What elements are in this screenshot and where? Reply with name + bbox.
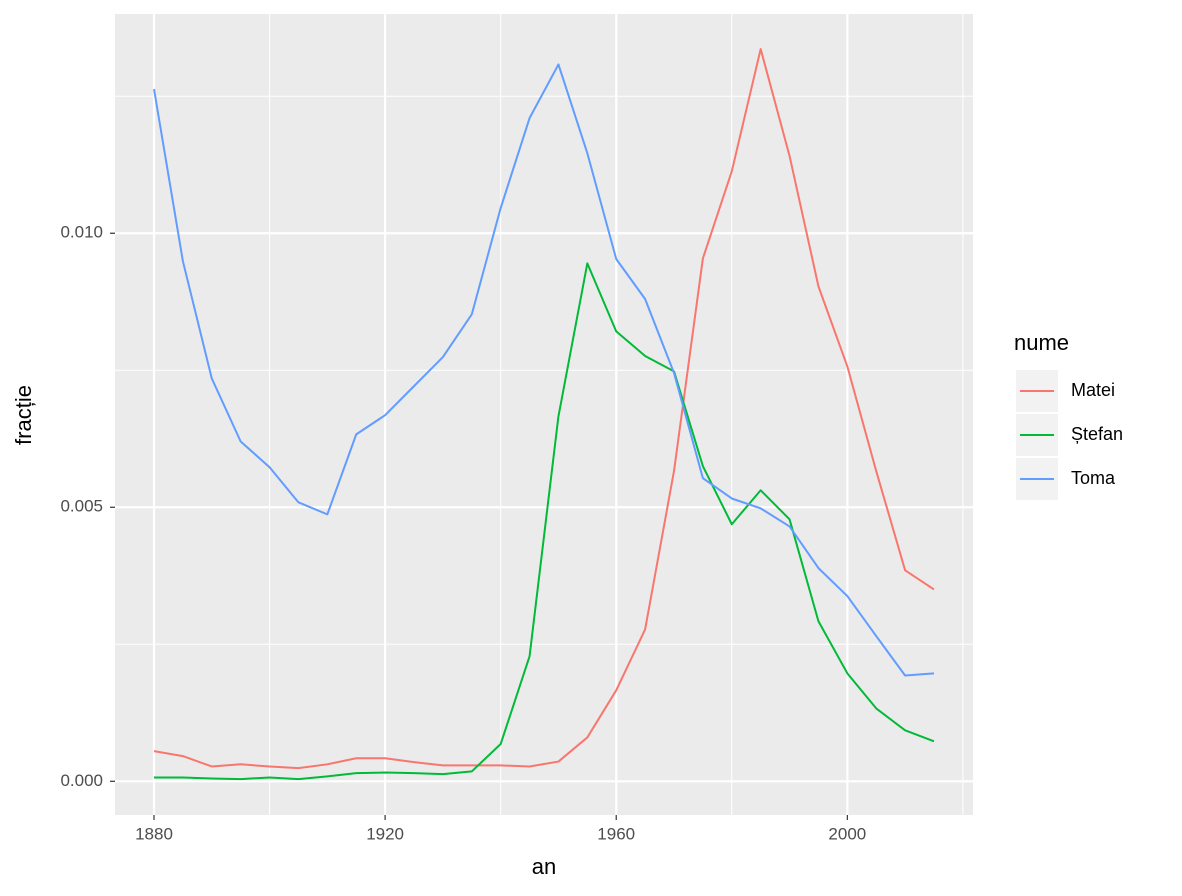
legend-label: Ștefan <box>1071 424 1123 444</box>
lines <box>153 48 935 781</box>
x-tick-label: 1920 <box>366 824 404 843</box>
x-axis-title: an <box>532 854 556 879</box>
y-tick-label: 0.000 <box>60 771 103 790</box>
y-axis-title: fracție <box>11 385 36 445</box>
series-line <box>154 262 935 781</box>
legend-label: Matei <box>1071 380 1115 400</box>
x-tick-label: 2000 <box>828 824 866 843</box>
series-line <box>153 48 935 770</box>
y-tick-label: 0.005 <box>60 497 103 516</box>
legend-label: Toma <box>1071 468 1116 488</box>
x-tick-label: 1960 <box>597 824 635 843</box>
panel <box>115 14 973 815</box>
y-tick-label: 0.010 <box>60 223 103 242</box>
x-tick-label: 1880 <box>135 824 173 843</box>
legend-title: nume <box>1014 330 1069 355</box>
grid <box>115 14 973 815</box>
series-line <box>153 63 935 677</box>
